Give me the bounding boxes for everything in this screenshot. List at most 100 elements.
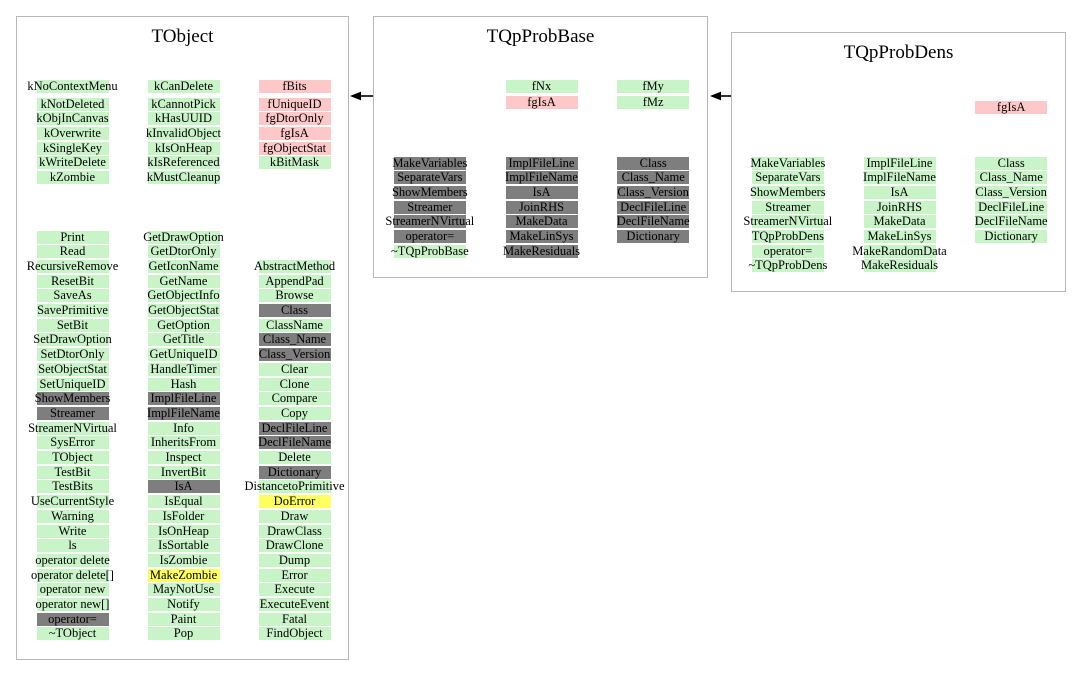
member-cell[interactable]: fgObjectStat	[258, 141, 331, 155]
member-cell[interactable]: Warning	[36, 509, 109, 523]
member-cell[interactable]: Class	[617, 156, 690, 170]
member-cell[interactable]: fMy	[617, 79, 690, 93]
member-cell[interactable]: HandleTimer	[147, 362, 220, 376]
member-cell[interactable]: SetObjectStat	[36, 362, 109, 376]
member-cell[interactable]: Delete	[258, 451, 331, 464]
member-cell[interactable]: Dictionary	[617, 230, 690, 243]
member-cell[interactable]: GetDtorOnly	[147, 245, 220, 259]
member-cell[interactable]: Class_Version	[258, 348, 331, 362]
member-cell[interactable]: TestBits	[36, 480, 109, 494]
member-cell[interactable]: ls	[36, 539, 109, 553]
member-cell[interactable]: StreamerNVirtual	[385, 215, 474, 229]
member-cell[interactable]: ClassName	[258, 318, 331, 332]
member-cell[interactable]: Pop	[147, 627, 220, 641]
member-cell[interactable]: StreamerNVirtual	[28, 421, 117, 435]
member-cell[interactable]: SysError	[36, 436, 109, 450]
member-cell[interactable]: ~TQpProbDens	[748, 259, 827, 273]
member-cell[interactable]: IsEqual	[147, 495, 220, 509]
member-cell[interactable]: ImplFileName	[505, 171, 578, 185]
member-cell[interactable]: ImplFileLine	[147, 392, 220, 406]
member-cell[interactable]: AppendPad	[258, 274, 331, 288]
member-cell[interactable]: MakeRandomData	[852, 244, 947, 258]
member-cell[interactable]: Streamer	[36, 406, 109, 420]
member-cell[interactable]: Hash	[147, 377, 220, 391]
member-cell[interactable]: SetDtorOnly	[36, 348, 109, 362]
member-cell[interactable]: MakeZombie	[147, 568, 220, 582]
member-cell[interactable]: MakeLinSys	[505, 230, 578, 243]
member-cell[interactable]: IsOnHeap	[147, 524, 220, 538]
member-cell[interactable]: SeparateVars	[751, 171, 824, 185]
member-cell[interactable]: MakeResiduals	[861, 259, 938, 273]
member-cell[interactable]: SetDrawOption	[33, 333, 112, 347]
member-cell[interactable]: Streamer	[393, 200, 466, 214]
member-cell[interactable]: kMustCleanup	[147, 171, 220, 185]
member-cell[interactable]: Write	[36, 524, 109, 538]
member-cell[interactable]: SeparateVars	[393, 171, 466, 185]
member-cell[interactable]: ~TQpProbBase	[391, 244, 469, 258]
member-cell[interactable]: fgDtorOnly	[258, 112, 331, 126]
member-cell[interactable]: Fatal	[258, 612, 331, 626]
member-cell[interactable]: Paint	[147, 612, 220, 626]
member-cell[interactable]: SaveAs	[36, 289, 109, 303]
member-cell[interactable]: Inspect	[147, 451, 220, 464]
member-cell[interactable]: kOverwrite	[36, 127, 109, 140]
member-cell[interactable]: AbstractMethod	[254, 259, 335, 273]
member-cell[interactable]: GetObjectStat	[147, 304, 220, 317]
member-cell[interactable]: ResetBit	[36, 274, 109, 288]
member-cell[interactable]: fNx	[505, 79, 578, 93]
member-cell[interactable]: Class_Name	[258, 333, 331, 347]
member-cell[interactable]: kSingleKey	[36, 141, 109, 155]
member-cell[interactable]: Dictionary	[975, 230, 1048, 243]
member-cell[interactable]: Copy	[258, 406, 331, 420]
member-cell[interactable]: MakeResiduals	[503, 244, 580, 258]
member-cell[interactable]: DrawClass	[258, 524, 331, 538]
member-cell[interactable]: operator delete	[35, 553, 110, 567]
member-cell[interactable]: fBits	[258, 79, 331, 93]
member-cell[interactable]: kCanDelete	[147, 79, 220, 93]
member-cell[interactable]: GetUniqueID	[147, 348, 220, 362]
member-cell[interactable]: SavePrimitive	[36, 304, 109, 317]
member-cell[interactable]: GetIconName	[147, 259, 220, 273]
member-cell[interactable]: operator delete[]	[31, 568, 114, 582]
member-cell[interactable]: fgIsA	[258, 127, 331, 140]
member-cell[interactable]: TObject	[36, 451, 109, 464]
member-cell[interactable]: DeclFileLine	[258, 421, 331, 435]
member-cell[interactable]: ~TObject	[36, 627, 109, 641]
member-cell[interactable]: ImplFileName	[863, 171, 936, 185]
member-cell[interactable]: Draw	[258, 509, 331, 523]
member-cell[interactable]: GetObjectInfo	[147, 289, 220, 303]
member-cell[interactable]: kZombie	[36, 171, 109, 185]
member-cell[interactable]: Compare	[258, 392, 331, 406]
member-cell[interactable]: kBitMask	[258, 156, 331, 170]
member-cell[interactable]: SetBit	[36, 318, 109, 332]
member-cell[interactable]: Execute	[258, 583, 331, 597]
member-cell[interactable]: Dictionary	[258, 465, 331, 479]
member-cell[interactable]: IsFolder	[147, 509, 220, 523]
member-cell[interactable]: IsSortable	[147, 539, 220, 553]
member-cell[interactable]: DeclFileName	[975, 215, 1048, 229]
member-cell[interactable]: kWriteDelete	[36, 156, 109, 170]
member-cell[interactable]: operator=	[393, 230, 466, 243]
member-cell[interactable]: TestBit	[36, 465, 109, 479]
member-cell[interactable]: ImplFileName	[147, 406, 220, 420]
member-cell[interactable]: IsA	[147, 480, 220, 494]
member-cell[interactable]: kObjInCanvas	[36, 112, 109, 126]
member-cell[interactable]: GetDrawOption	[143, 230, 224, 244]
member-cell[interactable]: Class_Name	[617, 171, 690, 185]
member-cell[interactable]: MakeVariables	[392, 156, 467, 170]
member-cell[interactable]: FindObject	[258, 627, 331, 641]
member-cell[interactable]: IsZombie	[147, 553, 220, 567]
member-cell[interactable]: JoinRHS	[863, 200, 936, 214]
member-cell[interactable]: fgIsA	[505, 95, 578, 109]
member-cell[interactable]: fgIsA	[975, 100, 1048, 114]
member-cell[interactable]: MakeLinSys	[863, 230, 936, 243]
member-cell[interactable]: operator=	[36, 612, 109, 626]
member-cell[interactable]: Class	[258, 304, 331, 317]
member-cell[interactable]: Dump	[258, 553, 331, 567]
member-cell[interactable]: kHasUUID	[147, 112, 220, 126]
member-cell[interactable]: Class	[975, 156, 1048, 170]
member-cell[interactable]: kNotDeleted	[36, 97, 109, 111]
member-cell[interactable]: Info	[147, 421, 220, 435]
member-cell[interactable]: UseCurrentStyle	[31, 495, 114, 509]
member-cell[interactable]: Clear	[258, 362, 331, 376]
